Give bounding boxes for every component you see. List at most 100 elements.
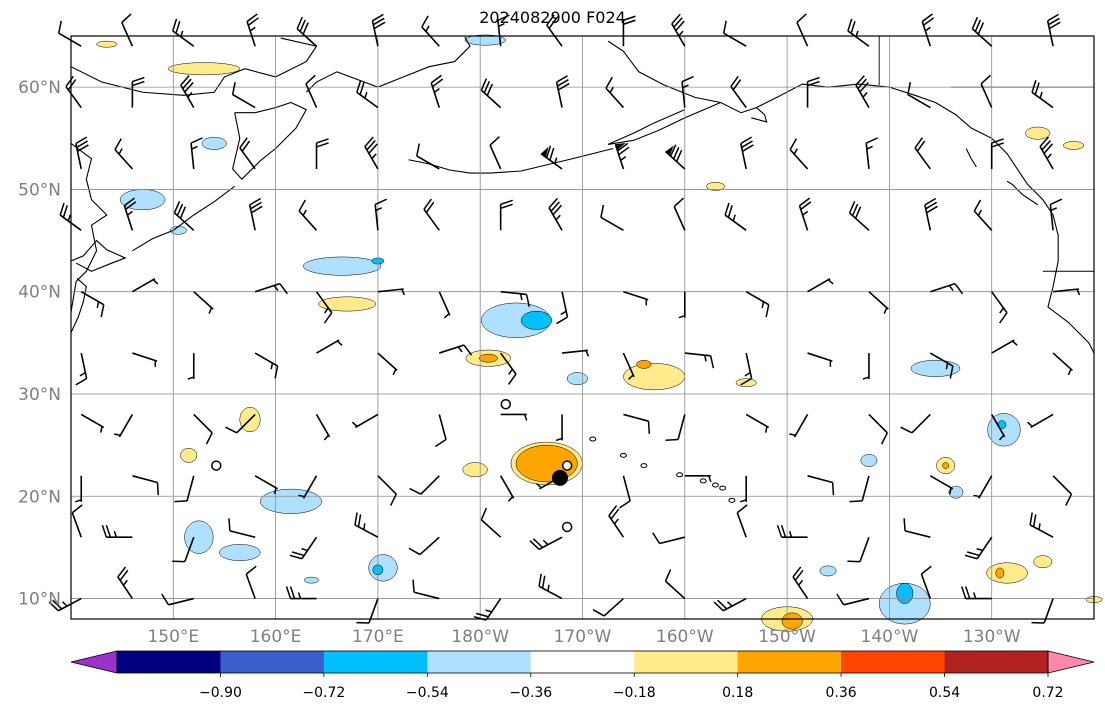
- wind-barb: [500, 290, 530, 307]
- wind-barb: [132, 352, 158, 367]
- wind-barb: [538, 573, 563, 600]
- wind-barb: [174, 475, 195, 503]
- coastline: [607, 101, 721, 145]
- colorbar-tick-label: −0.18: [613, 685, 656, 701]
- wind-barb: [1052, 352, 1073, 376]
- lon-tick-label: 180°W: [451, 627, 509, 647]
- wind-barb: [684, 475, 712, 483]
- colorbar-segment: [117, 651, 221, 673]
- wind-barb: [971, 16, 993, 47]
- contour-region: [520, 310, 553, 330]
- contour-region: [219, 544, 261, 561]
- lat-tick-label: 40°N: [18, 283, 61, 303]
- wind-barb: [555, 414, 563, 442]
- wind-barb: [480, 507, 502, 538]
- wind-barb: [121, 13, 134, 47]
- wind-barb: [1046, 13, 1061, 47]
- wind-barb: [556, 291, 569, 325]
- wind-barb: [351, 413, 379, 429]
- colorbar-extend-low: [70, 650, 118, 674]
- axis-labels: 150°E 160°E 170°E 180°W 170°W 160°W 150°W 140°W…: [18, 78, 1021, 647]
- wind-barb: [921, 13, 935, 47]
- wind-barb: [796, 13, 809, 47]
- contour-region: [987, 413, 1021, 447]
- wind-barb: [193, 291, 214, 314]
- coastline: [70, 239, 127, 272]
- coastline: [132, 185, 236, 252]
- wind-barb: [75, 352, 88, 386]
- lon-tick-label: 150°E: [147, 627, 199, 647]
- wind-barb: [248, 197, 263, 231]
- wind-barb: [377, 288, 406, 296]
- lat-tick-label: 10°N: [18, 590, 61, 610]
- wind-barb: [664, 144, 686, 170]
- wind-barb: [315, 291, 333, 324]
- wind-barb: [862, 353, 870, 380]
- colorbar-tick-label: 0.36: [826, 685, 857, 701]
- contour-region: [302, 256, 382, 276]
- colorbar-tick-label: −0.90: [199, 685, 242, 701]
- coastline: [1006, 180, 1039, 206]
- wind-barb: [736, 504, 748, 538]
- wind-barb: [430, 74, 444, 108]
- wind-barb: [623, 413, 651, 434]
- wind-barb: [239, 137, 256, 170]
- coastline: [70, 142, 108, 313]
- colorbar-tick-label: 0.18: [722, 685, 753, 701]
- wind-barb: [930, 282, 964, 295]
- wind-barb: [374, 198, 388, 231]
- wind-barb: [900, 413, 931, 434]
- wind-barb: [187, 353, 195, 380]
- contour-region: [303, 576, 319, 584]
- contour-region: [1063, 141, 1085, 150]
- contour-region: [96, 40, 118, 48]
- station-markers: [211, 398, 573, 533]
- wind-barb: [356, 598, 379, 624]
- wind-barb: [665, 414, 686, 442]
- island: [711, 482, 719, 488]
- contour-region: [636, 359, 652, 369]
- wind-barb: [920, 565, 932, 599]
- wind-barb: [991, 339, 1018, 354]
- contour-region: [819, 565, 837, 577]
- wind-barb: [254, 282, 288, 295]
- wind-barb: [600, 204, 624, 232]
- wind-barb: [289, 536, 318, 560]
- field-contours: [96, 34, 1103, 632]
- wind-barb: [664, 569, 686, 600]
- gridlines: [71, 36, 1094, 619]
- wind-barb: [74, 475, 83, 503]
- lon-tick-label: 160°E: [250, 627, 302, 647]
- wind-barb: [412, 579, 440, 600]
- wind-barb: [868, 413, 888, 445]
- colorbar-segment: [841, 651, 946, 673]
- island: [589, 436, 597, 442]
- wind-barb: [973, 199, 993, 231]
- island: [676, 472, 684, 478]
- colorbar-segment: [323, 651, 428, 673]
- wind-barb: [499, 199, 513, 231]
- wind-barb: [964, 536, 993, 560]
- contour-region: [260, 488, 322, 514]
- contour-region: [184, 520, 214, 554]
- colorbar-tick-label: −0.72: [302, 685, 345, 701]
- wind-barb: [1052, 288, 1081, 296]
- contour-region: [942, 462, 949, 469]
- wind-barb: [807, 475, 835, 496]
- wind-barb: [991, 291, 1008, 324]
- wind-barb: [806, 76, 820, 108]
- colorbar-frame: [116, 650, 1049, 674]
- island: [728, 497, 736, 503]
- wind-barb: [190, 137, 203, 170]
- wind-barb: [80, 413, 105, 433]
- wind-barb: [409, 475, 440, 495]
- wind-barb: [305, 74, 318, 108]
- wind-barb: [245, 565, 257, 599]
- wind-barb: [555, 75, 570, 108]
- wind-barb: [739, 136, 754, 170]
- wind-barb: [722, 20, 747, 47]
- colorbar-segment: [220, 651, 325, 673]
- contour-region: [623, 363, 686, 391]
- wind-barb: [180, 75, 195, 108]
- wind-barb: [684, 352, 715, 369]
